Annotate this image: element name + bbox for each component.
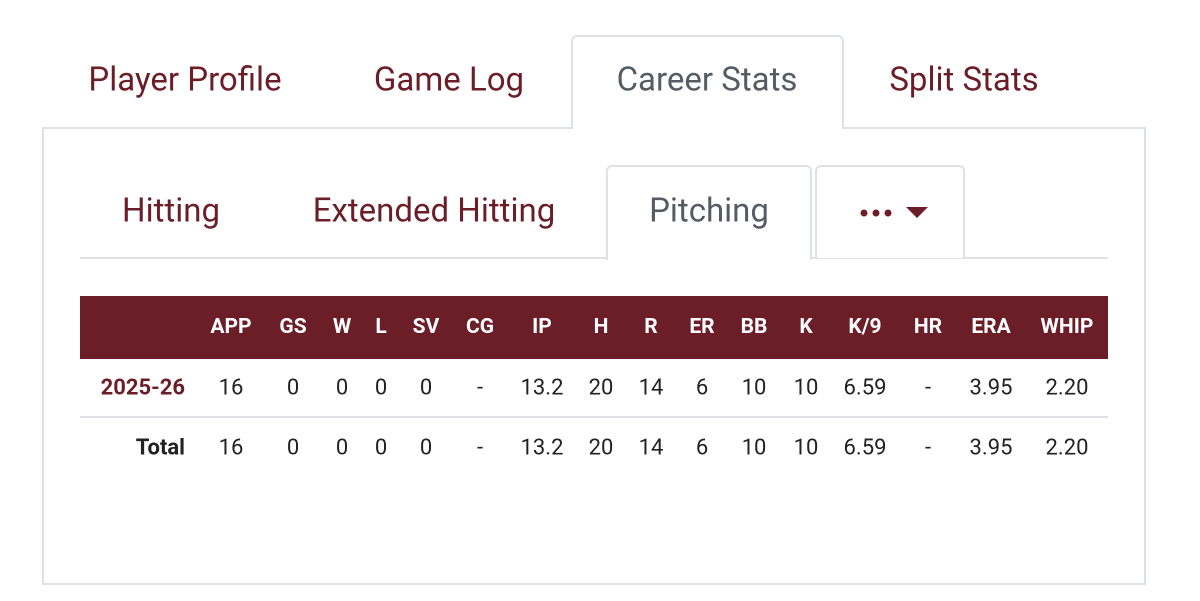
table-cell: 0 bbox=[335, 435, 349, 461]
column-header: W bbox=[332, 315, 352, 339]
table-cell: 13.2 bbox=[520, 375, 564, 401]
table-cell: 10 bbox=[741, 435, 767, 461]
table-cell: 10 bbox=[793, 435, 819, 461]
table-cell: 20 bbox=[588, 375, 614, 401]
table-cell: 6.59 bbox=[843, 375, 887, 401]
active-tab-box bbox=[571, 35, 844, 129]
dropdown-tab[interactable] bbox=[815, 165, 965, 258]
table-cell: 2.20 bbox=[1045, 375, 1089, 401]
column-header: R bbox=[644, 315, 658, 339]
table-cell: 16 bbox=[218, 375, 244, 401]
table-header-band bbox=[80, 296, 1108, 359]
table-cell: 6 bbox=[695, 435, 709, 461]
table-cell: 10 bbox=[741, 375, 767, 401]
table-cell: 0 bbox=[286, 435, 300, 461]
column-header: H bbox=[593, 315, 609, 339]
table-cell: 0 bbox=[286, 375, 300, 401]
table-cell: - bbox=[476, 375, 484, 401]
table-cell: 0 bbox=[374, 435, 388, 461]
table-cell: - bbox=[924, 435, 932, 461]
column-header: BB bbox=[740, 315, 768, 339]
column-header: CG bbox=[465, 315, 495, 339]
table-cell: 0 bbox=[419, 435, 433, 461]
column-header: SV bbox=[412, 315, 440, 339]
subtab[interactable]: Extended Hitting bbox=[312, 191, 556, 231]
column-header: IP bbox=[532, 315, 552, 339]
column-header: L bbox=[375, 315, 387, 339]
table-cell: 14 bbox=[638, 435, 664, 461]
row-separator bbox=[80, 416, 1108, 418]
table-cell: - bbox=[476, 435, 484, 461]
table-cell: 2.20 bbox=[1045, 435, 1089, 461]
row-label[interactable]: 2025-26 bbox=[100, 375, 185, 401]
active-subtab-box bbox=[606, 165, 812, 260]
row-label: Total bbox=[135, 435, 185, 461]
subtab-line bbox=[80, 257, 1108, 259]
table-cell: - bbox=[924, 375, 932, 401]
column-header: HR bbox=[913, 315, 943, 339]
table-cell: 10 bbox=[793, 375, 819, 401]
tab[interactable]: Career Stats bbox=[616, 60, 798, 100]
table-cell: 0 bbox=[374, 375, 388, 401]
tab[interactable]: Game Log bbox=[373, 60, 525, 100]
column-header: ER bbox=[689, 315, 715, 339]
column-header: WHIP bbox=[1040, 315, 1094, 339]
table-cell: 3.95 bbox=[969, 435, 1013, 461]
table-cell: 16 bbox=[218, 435, 244, 461]
table-cell: 6 bbox=[695, 375, 709, 401]
table-cell: 14 bbox=[638, 375, 664, 401]
column-header: GS bbox=[279, 315, 307, 339]
table-cell: 0 bbox=[419, 375, 433, 401]
table-cell: 3.95 bbox=[969, 375, 1013, 401]
more-icon bbox=[860, 207, 928, 218]
subtab[interactable]: Pitching bbox=[649, 191, 769, 231]
column-header: ERA bbox=[971, 315, 1011, 339]
column-header: APP bbox=[210, 315, 252, 339]
tab[interactable]: Split Stats bbox=[889, 60, 1039, 100]
tab[interactable]: Player Profile bbox=[88, 60, 282, 100]
table-cell: 6.59 bbox=[843, 435, 887, 461]
subtab[interactable]: Hitting bbox=[122, 191, 220, 231]
table-cell: 0 bbox=[335, 375, 349, 401]
table-cell: 20 bbox=[588, 435, 614, 461]
column-header: K bbox=[799, 315, 813, 339]
table-cell: 13.2 bbox=[520, 435, 564, 461]
column-header: K/9 bbox=[848, 315, 882, 339]
